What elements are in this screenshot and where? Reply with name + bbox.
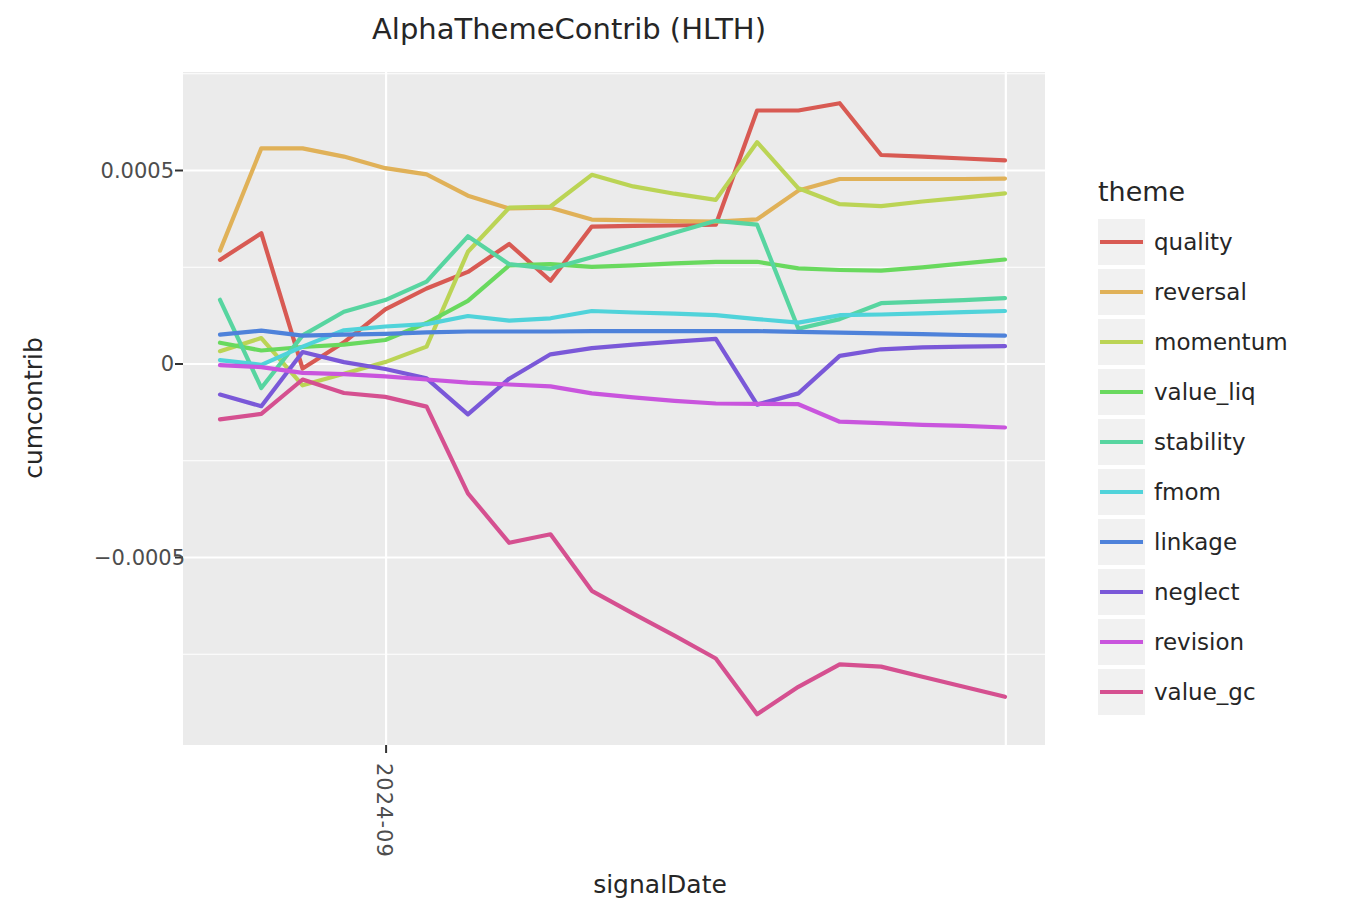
legend-line-icon [1100, 640, 1143, 644]
legend-item-value_gc: value_gc [1098, 669, 1343, 715]
y-axis-label-wrap: cumcontrib [16, 288, 50, 528]
legend-item-revision: revision [1098, 619, 1343, 665]
legend-key-swatch [1098, 269, 1145, 315]
legend-line-icon [1100, 490, 1143, 494]
legend-item-stability: stability [1098, 419, 1343, 465]
legend-item-label: value_liq [1154, 379, 1256, 405]
legend-key-swatch [1098, 619, 1145, 665]
legend-item-label: fmom [1154, 479, 1221, 505]
legend-key-swatch [1098, 519, 1145, 565]
y-tick-label-neg0005: −0.0005 [94, 545, 174, 571]
legend-items: quality reversal momentum value_liq [1098, 219, 1343, 715]
legend-item-quality: quality [1098, 219, 1343, 265]
legend: theme quality reversal momentum val [1098, 176, 1343, 719]
legend-line-icon [1100, 240, 1143, 244]
legend-key-swatch [1098, 319, 1145, 365]
legend-item-label: quality [1154, 229, 1233, 255]
legend-item-momentum: momentum [1098, 319, 1343, 365]
legend-item-value_liq: value_liq [1098, 369, 1343, 415]
legend-item-label: value_gc [1154, 679, 1256, 705]
legend-key-swatch [1098, 569, 1145, 615]
legend-key-swatch [1098, 369, 1145, 415]
legend-line-icon [1100, 590, 1143, 594]
legend-key-swatch [1098, 219, 1145, 265]
legend-key-swatch [1098, 419, 1145, 465]
legend-line-icon [1100, 390, 1143, 394]
chart-title: AlphaThemeContrib (HLTH) [372, 12, 766, 46]
legend-title: theme [1098, 176, 1343, 207]
legend-item-label: neglect [1154, 579, 1240, 605]
legend-item-label: reversal [1154, 279, 1247, 305]
legend-item-label: linkage [1154, 529, 1237, 555]
legend-item-neglect: neglect [1098, 569, 1343, 615]
y-tick-label-zero: 0 [94, 351, 174, 377]
legend-item-label: revision [1154, 629, 1244, 655]
legend-line-icon [1100, 290, 1143, 294]
legend-item-label: stability [1154, 429, 1246, 455]
legend-item-fmom: fmom [1098, 469, 1343, 515]
legend-item-linkage: linkage [1098, 519, 1343, 565]
legend-key-swatch [1098, 469, 1145, 515]
x-axis-label: signalDate [593, 870, 727, 899]
legend-item-reversal: reversal [1098, 269, 1343, 315]
legend-key-swatch [1098, 669, 1145, 715]
legend-line-icon [1100, 690, 1143, 694]
legend-line-icon [1100, 540, 1143, 544]
legend-line-icon [1100, 440, 1143, 444]
y-axis-label: cumcontrib [19, 337, 48, 479]
x-tick-label-2024-09: 2024-09 [372, 763, 396, 858]
legend-item-label: momentum [1154, 329, 1288, 355]
y-tick-label-0005: 0.0005 [94, 158, 174, 184]
chart-figure: AlphaThemeContrib (HLTH) cumcontrib sign… [0, 0, 1347, 922]
panel-background [183, 72, 1045, 745]
legend-line-icon [1100, 340, 1143, 344]
